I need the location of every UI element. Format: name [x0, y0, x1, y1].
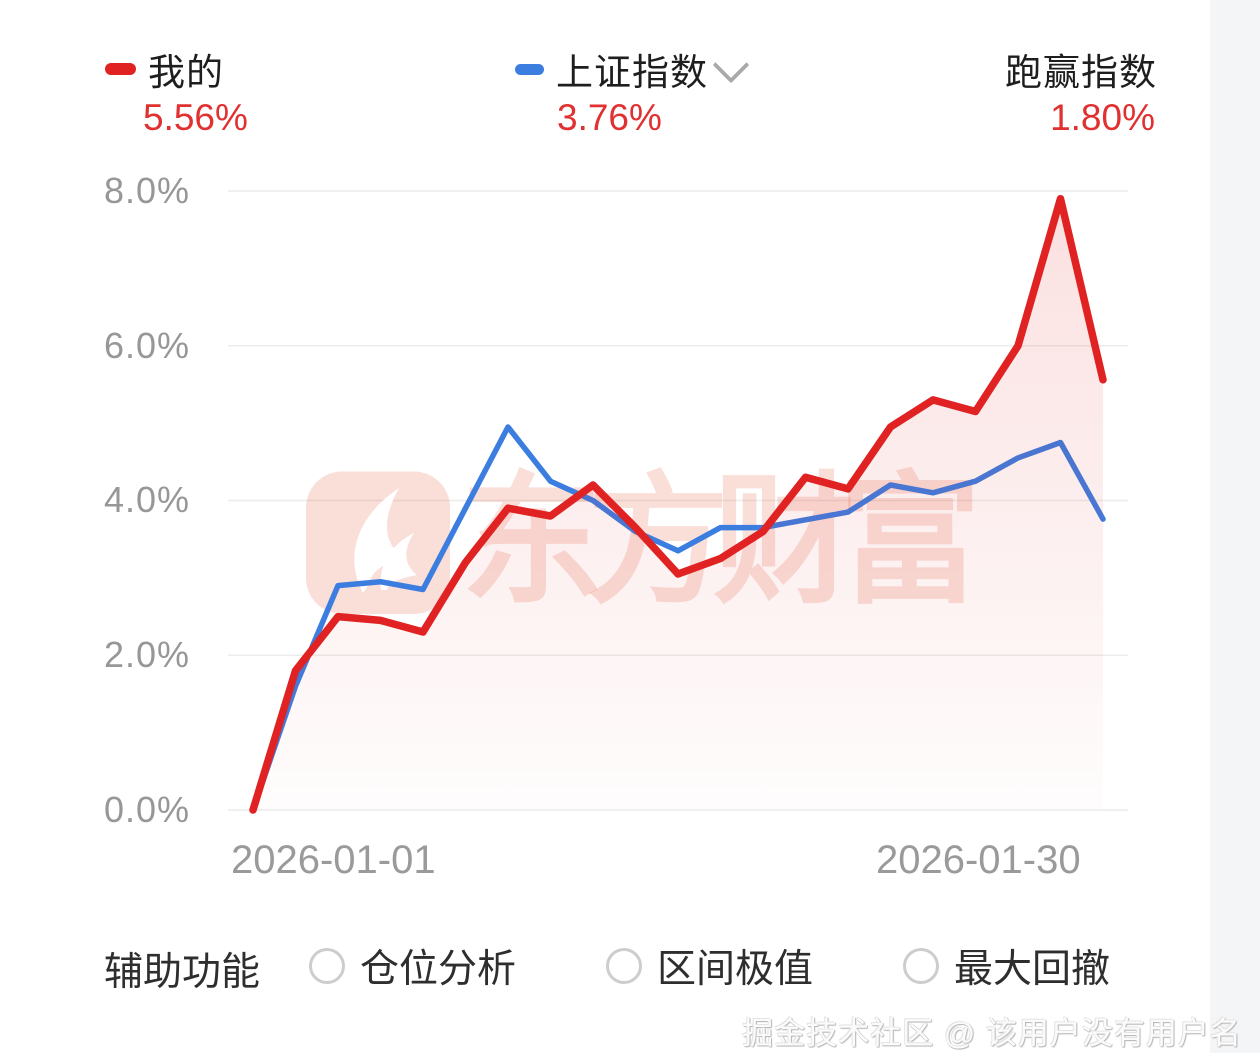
option-position-analysis-label: 仓位分析: [360, 948, 517, 991]
option-range-extremes[interactable]: 区间极值: [606, 938, 813, 994]
benchmark-index-selector[interactable]: 上证指数: [515, 42, 750, 96]
benchmark-index-value: 3.76%: [557, 97, 662, 138]
x-tick-end: 2026-01-30: [876, 838, 1081, 882]
eastmoney-logo-icon: [306, 471, 450, 614]
community-watermark: 掘金技术社区 @ 该用户没有用户名: [742, 1016, 1242, 1051]
chevron-down-icon[interactable]: [712, 46, 750, 84]
legend-my-portfolio: 我的: [105, 42, 224, 96]
y-tick-4: 4.0%: [104, 479, 191, 520]
eastmoney-watermark-text: 东方财富: [461, 462, 981, 621]
radio-icon[interactable]: [903, 948, 939, 984]
radio-icon[interactable]: [309, 948, 345, 984]
outperform-label: 跑赢指数: [1005, 52, 1157, 93]
my-portfolio-label: 我的: [148, 52, 224, 93]
option-position-analysis[interactable]: 仓位分析: [309, 938, 516, 994]
blue-dash-icon: [515, 63, 544, 75]
x-tick-start: 2026-01-01: [231, 838, 436, 882]
y-tick-2: 2.0%: [104, 634, 191, 675]
y-tick-8: 8.0%: [104, 170, 191, 211]
y-tick-6: 6.0%: [104, 325, 191, 366]
option-max-drawdown[interactable]: 最大回撤: [903, 938, 1110, 994]
eastmoney-watermark: 东方财富: [303, 462, 981, 621]
outperform-value: 1.80%: [1050, 97, 1155, 138]
red-dash-icon: [105, 63, 136, 75]
aux-functions-label: 辅助功能: [104, 951, 261, 994]
benchmark-index-label: 上证指数: [556, 52, 708, 93]
right-edge-panel: [1210, 0, 1260, 1053]
option-range-extremes-label: 区间极值: [657, 948, 814, 991]
my-portfolio-value: 5.56%: [143, 97, 248, 138]
option-max-drawdown-label: 最大回撤: [954, 948, 1111, 991]
y-tick-0: 0.0%: [104, 789, 191, 830]
radio-icon[interactable]: [606, 948, 642, 984]
